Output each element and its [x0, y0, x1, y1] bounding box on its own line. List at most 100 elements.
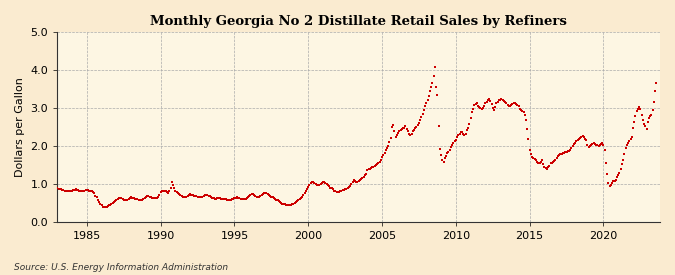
Point	[626, 135, 637, 140]
Point	[570, 141, 580, 145]
Point	[350, 178, 360, 183]
Point	[64, 189, 75, 194]
Point	[489, 108, 500, 112]
Point	[649, 100, 659, 104]
Point	[298, 193, 308, 197]
Point	[52, 186, 63, 191]
Point	[61, 189, 72, 193]
Point	[113, 196, 124, 200]
Point	[544, 163, 555, 168]
Point	[583, 144, 594, 149]
Point	[468, 106, 479, 111]
Point	[200, 193, 211, 197]
Point	[405, 133, 416, 138]
Point	[214, 196, 225, 200]
Point	[188, 193, 199, 198]
Point	[608, 179, 619, 184]
Point	[239, 197, 250, 202]
Point	[339, 188, 350, 192]
Point	[197, 194, 208, 199]
Point	[592, 143, 603, 148]
Point	[587, 141, 598, 146]
Point	[425, 89, 435, 93]
Point	[380, 147, 391, 152]
Point	[605, 182, 616, 187]
Point	[610, 178, 621, 182]
Point	[246, 192, 257, 197]
Point	[326, 186, 337, 191]
Point	[192, 195, 203, 199]
Point	[456, 130, 467, 134]
Point	[117, 197, 128, 201]
Point	[341, 186, 352, 191]
Point	[338, 188, 348, 192]
Point	[206, 195, 217, 199]
Point	[145, 195, 156, 200]
Point	[465, 116, 476, 121]
Point	[118, 197, 129, 202]
Point	[300, 189, 311, 194]
Point	[232, 195, 242, 200]
Point	[173, 192, 184, 197]
Point	[368, 164, 379, 169]
Point	[640, 124, 651, 128]
Point	[395, 128, 406, 132]
Point	[255, 194, 266, 199]
Point	[299, 191, 310, 196]
Point	[140, 194, 151, 199]
Point	[496, 97, 507, 101]
Point	[213, 196, 224, 200]
Point	[186, 192, 197, 197]
Point	[442, 151, 453, 156]
Point	[319, 180, 329, 185]
Point	[582, 143, 593, 147]
Point	[286, 202, 296, 207]
Point	[155, 190, 166, 194]
Point	[161, 190, 172, 194]
Point	[257, 192, 268, 196]
Point	[101, 204, 112, 209]
Point	[272, 198, 283, 202]
Point	[506, 103, 516, 107]
Point	[516, 108, 526, 112]
Point	[288, 201, 299, 206]
Point	[637, 112, 647, 117]
Point	[236, 197, 247, 201]
Point	[100, 205, 111, 209]
Point	[595, 141, 606, 146]
Point	[154, 193, 165, 197]
Point	[267, 195, 278, 200]
Point	[248, 193, 259, 197]
Point	[131, 197, 142, 201]
Point	[446, 145, 456, 150]
Point	[128, 196, 139, 200]
Point	[635, 107, 646, 112]
Point	[342, 186, 353, 190]
Point	[211, 196, 221, 201]
Point	[514, 106, 525, 111]
Point	[520, 118, 531, 122]
Point	[181, 194, 192, 199]
Point	[427, 81, 438, 85]
Point	[91, 195, 102, 199]
Point	[331, 190, 342, 194]
Point	[97, 204, 108, 209]
Point	[410, 126, 421, 131]
Point	[103, 203, 114, 208]
Point	[305, 181, 316, 185]
Point	[510, 100, 520, 105]
Point	[235, 196, 246, 201]
Point	[85, 189, 96, 193]
Point	[82, 188, 92, 192]
Point	[556, 152, 567, 156]
Point	[329, 188, 340, 193]
Point	[136, 198, 146, 202]
Point	[217, 196, 227, 201]
Point	[553, 153, 564, 158]
Point	[504, 103, 514, 108]
Point	[404, 131, 414, 136]
Point	[501, 101, 512, 106]
Point	[190, 194, 200, 198]
Point	[354, 178, 365, 182]
Point	[574, 136, 585, 141]
